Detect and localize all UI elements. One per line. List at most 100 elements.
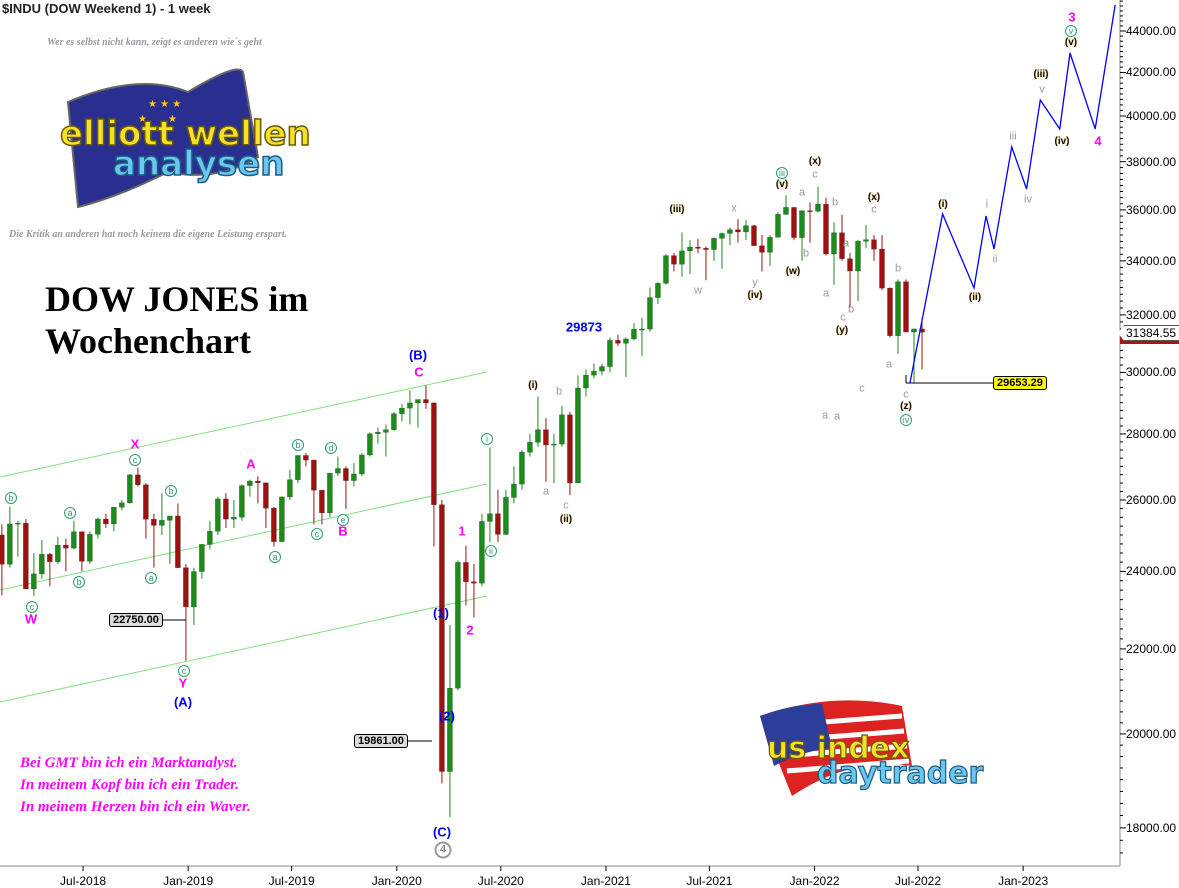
candle-body [143, 484, 149, 520]
wave-label-black: (w) [785, 266, 801, 277]
y-tick-label: 26000.00 [1126, 493, 1177, 507]
candle-body [679, 250, 685, 265]
x-tick-label: Jan-2023 [998, 874, 1049, 888]
candle-body [167, 515, 173, 521]
candle-body [431, 402, 437, 505]
wave-label-circled: iv [900, 414, 912, 426]
wave-label-gray: iii [1009, 130, 1017, 143]
candle-body [639, 328, 645, 331]
channel-line [0, 595, 488, 703]
candle-body [791, 207, 797, 238]
wave-label-gray: b [555, 385, 563, 398]
y-tick-label: 30000.00 [1126, 365, 1177, 380]
elliott-wellen-logo: ★ ★ ★★★ elliott wellen analysen [59, 68, 312, 209]
wave-label-gray: i [985, 198, 989, 211]
wave-label-black: (v) [1064, 37, 1078, 48]
wave-label-magenta: C [414, 364, 424, 380]
wave-label-magenta: W [24, 611, 38, 627]
wave-label-circled: iii [776, 167, 788, 179]
candle-body [63, 545, 69, 549]
candle-body [671, 255, 677, 265]
wave-label-black: (iv) [1054, 136, 1070, 147]
candle-body [831, 232, 837, 255]
candle-body [439, 504, 445, 772]
candle-body [407, 402, 413, 409]
wave-label-magenta: 4 [1094, 133, 1102, 149]
candle-body [207, 531, 213, 545]
wave-label-gray: b [831, 196, 839, 209]
candle-body [159, 520, 165, 526]
svg-text:elliott wellen: elliott wellen [60, 114, 311, 154]
candle-body [247, 480, 253, 486]
wave-label-blue: (B) [408, 347, 428, 363]
wave-label-circled: v [1065, 25, 1077, 37]
svg-text:daytrader: daytrader [817, 756, 984, 791]
wave-label-gray: b [847, 303, 855, 316]
wave-label-circled: b [5, 492, 17, 504]
wave-label-black: (y) [835, 325, 849, 336]
candle-body [879, 248, 885, 289]
candle-body [535, 429, 541, 443]
candle-body [111, 507, 117, 525]
candle-body [383, 429, 389, 433]
candle-body [783, 207, 789, 215]
channel-line [0, 483, 488, 591]
candle-body [79, 531, 85, 562]
candle-body [839, 232, 845, 259]
candle-body [895, 281, 901, 336]
candle-body [31, 573, 37, 590]
svg-text:★: ★ [168, 114, 177, 125]
candle-body [655, 283, 661, 298]
candle-body [583, 374, 589, 389]
y-tick-label: 24000.00 [1126, 564, 1177, 579]
x-tick-label: Jul-2018 [60, 874, 107, 888]
x-tick-label: Jan-2019 [163, 874, 214, 888]
wave-label-blue: (A) [173, 694, 193, 710]
wave-label-circled: c [129, 454, 141, 466]
wave-label-gray: a [821, 409, 829, 422]
wave-label-gray: c [871, 203, 877, 216]
trend-channel [0, 371, 488, 703]
candle-body [487, 513, 493, 522]
candle-body [711, 238, 717, 250]
wave-label-blue: (1) [433, 605, 449, 621]
y-tick-label: 38000.00 [1126, 154, 1177, 169]
x-tick-label: Jul-2019 [268, 874, 315, 888]
candle-body [95, 518, 101, 535]
x-tick-label: Jan-2021 [580, 874, 631, 888]
wave-label-gray: iv [1024, 193, 1032, 206]
wave-label-black: (iii) [1033, 69, 1049, 80]
axes [0, 0, 1126, 871]
quote-line3: In meinem Herzen bin ich ein Waver. [20, 799, 251, 815]
wave-label-gray: b [802, 247, 810, 260]
candle-body [527, 442, 533, 453]
candle-body [823, 204, 829, 255]
candle-body [847, 258, 853, 272]
candle-body [199, 544, 205, 572]
candle-body [743, 225, 749, 233]
headline: DOW JONES im Wochenchart [45, 278, 308, 362]
wave-label-magenta: 2 [466, 622, 474, 638]
x-tick-label: Jan-2022 [789, 874, 840, 888]
wave-label-gray: c [812, 168, 818, 181]
wave-label-black: (v) [775, 179, 789, 190]
candle-body [911, 328, 917, 333]
wave-label-gray: c [563, 499, 569, 512]
candle-body [631, 328, 637, 340]
price-marker-29653: 29653.29 [993, 376, 1047, 390]
wave-label-magenta: 3 [1068, 9, 1076, 25]
candle-body [215, 498, 221, 532]
wave-label-circled: b [292, 439, 304, 451]
y-tick-label: 42000.00 [1126, 65, 1177, 80]
candle-body [55, 545, 61, 562]
svg-text:analysen: analysen [113, 144, 284, 184]
wave-label-circled: c [178, 665, 190, 677]
y-tick-label: 18000.00 [1126, 820, 1177, 835]
candle-body [15, 522, 21, 525]
y-tick-label: 34000.00 [1126, 253, 1177, 268]
candle-body [463, 562, 469, 582]
candle-body [271, 507, 277, 542]
wave-label-black: (iv) [747, 290, 763, 301]
quote-line1: Bei GMT bin ich ein Marktanalyst. [20, 755, 238, 771]
candles [0, 186, 925, 818]
